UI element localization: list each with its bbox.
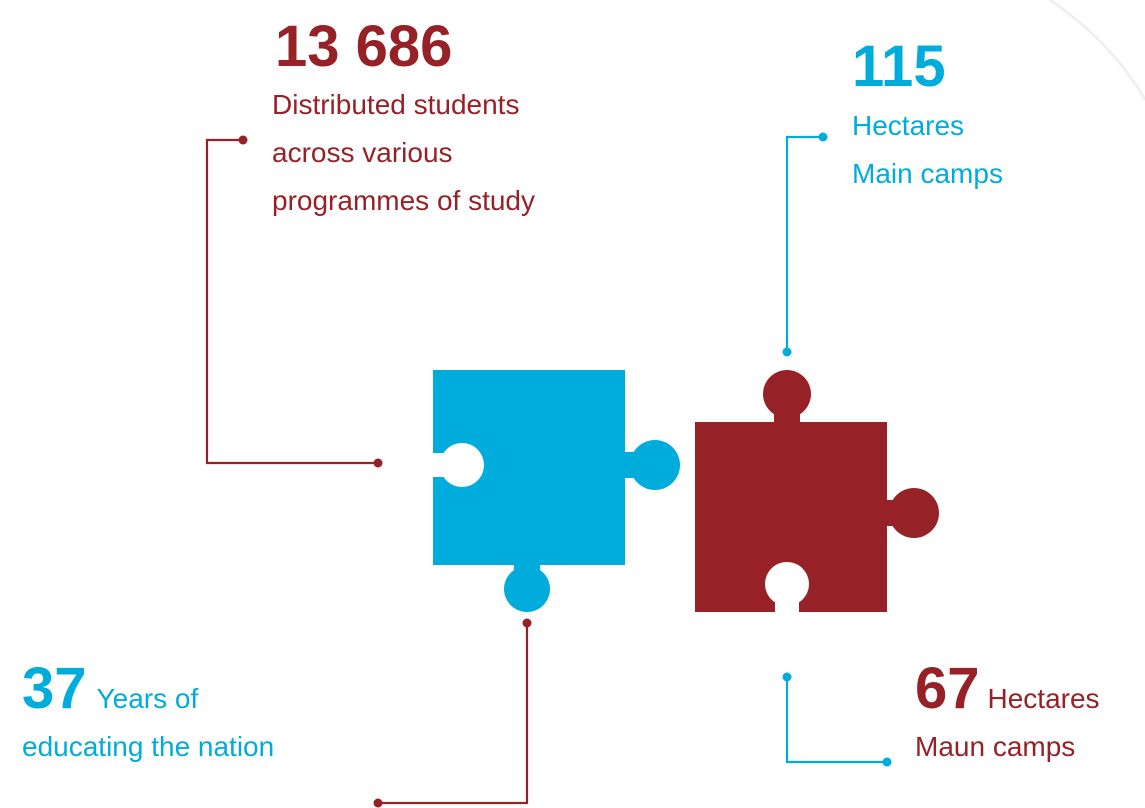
stat-label: Distributed students <box>272 89 519 120</box>
puzzle-notch <box>765 562 809 606</box>
connector-dot <box>522 618 532 628</box>
stat-value: 115 <box>852 34 946 99</box>
decor-arc <box>1049 0 1145 101</box>
connector <box>205 138 378 465</box>
connector-dot <box>882 757 892 767</box>
stat-label: programmes of study <box>272 185 535 216</box>
stat-label: Maun camps <box>915 731 1075 762</box>
puzzle-piece-red <box>695 370 939 612</box>
connector <box>785 677 887 764</box>
stat-label: educating the nation <box>22 731 274 762</box>
puzzle-notch <box>440 443 484 487</box>
stat-line: 67 Hectares <box>915 656 1100 721</box>
puzzle-piece-blue <box>433 370 680 612</box>
stat-line: 37 Years of <box>22 656 198 721</box>
connector-dot <box>373 458 383 468</box>
stat-label: Hectares <box>988 683 1100 714</box>
connector <box>785 135 823 352</box>
connector-dot <box>373 798 383 808</box>
stat-label: across various <box>272 137 453 168</box>
connector <box>378 623 529 805</box>
connector-dot <box>782 672 792 682</box>
stat-label: Main camps <box>852 158 1003 189</box>
stat-value: 37 <box>22 656 87 721</box>
stat-value: 67 <box>915 656 980 721</box>
stat-label: Hectares <box>852 110 964 141</box>
connector-dot <box>782 347 792 357</box>
stat-value: 13 686 <box>275 14 452 79</box>
stat-label: Years of <box>97 683 199 714</box>
connector-dot <box>818 132 828 142</box>
connector-dot <box>238 135 248 145</box>
